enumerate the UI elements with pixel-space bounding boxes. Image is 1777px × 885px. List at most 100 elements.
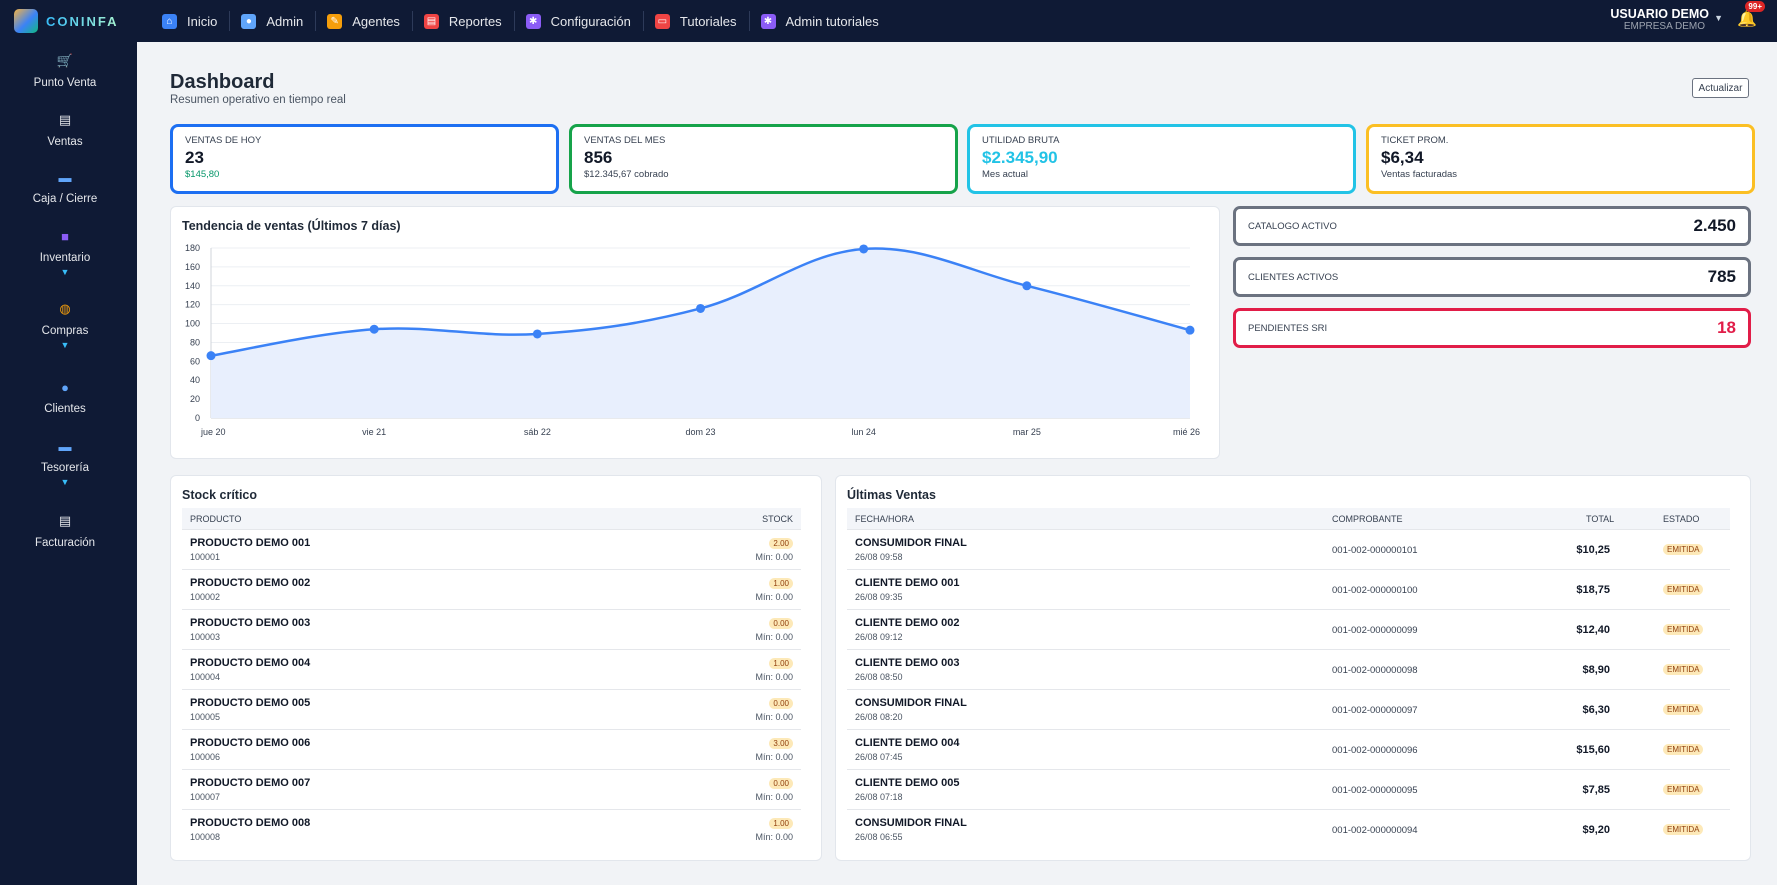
user-menu[interactable]: USUARIO DEMO EMPRESA DEMO ▼	[1610, 7, 1723, 32]
nav-label: Admin tutoriales	[785, 13, 879, 29]
kpi-label: TICKET PROM.	[1381, 135, 1449, 146]
data-point[interactable]	[859, 244, 869, 254]
product-name: PRODUCTO DEMO 004	[190, 657, 311, 669]
stock-title: Stock crítico	[182, 488, 258, 502]
sidebar-item-7[interactable]: ▤ Facturación	[0, 510, 130, 549]
y-tick-label: 60	[190, 356, 200, 366]
product-code: 100003	[190, 632, 221, 642]
data-point[interactable]	[369, 324, 379, 334]
kpi-card-2: UTILIDAD BRUTA $2.345,90 Mes actual	[967, 124, 1356, 194]
y-tick-label: 140	[185, 281, 200, 291]
table-row[interactable]: CONSUMIDOR FINAL 26/08 06:55 001-002-00000…	[847, 810, 1730, 850]
table-row[interactable]: CLIENTE DEMO 004 26/08 07:45 001-002-00000…	[847, 730, 1730, 770]
nav-item-1[interactable]: ● Admin	[229, 0, 315, 42]
table-row[interactable]: CLIENTE DEMO 003 26/08 08:50 001-002-00000…	[847, 650, 1730, 690]
product-name: PRODUCTO DEMO 005	[190, 697, 311, 709]
sidebar-item-6[interactable]: ▬ Tesorería ▼	[0, 435, 130, 488]
nav-label: Configuración	[550, 13, 631, 29]
table-row[interactable]: PRODUCTO DEMO 001 100001 2.00 Mín: 0.00	[182, 530, 801, 570]
table-row[interactable]: PRODUCTO DEMO 008 100008 1.00 Mín: 0.00	[182, 810, 801, 850]
status-badge: EMITIDA	[1663, 744, 1704, 755]
sidebar-item-0[interactable]: 🛒 Punto Venta	[0, 50, 130, 89]
product-code: 100004	[190, 672, 221, 682]
product-code: 100001	[190, 552, 221, 562]
x-tick-label: jue 20	[200, 427, 226, 437]
monitor-icon: ▭	[654, 13, 670, 29]
sale-total: $10,25	[1576, 544, 1610, 556]
table-row[interactable]: CLIENTE DEMO 005 26/08 07:18 001-002-00000…	[847, 770, 1730, 810]
data-point[interactable]	[696, 303, 705, 313]
stock-min: Mín: 0.00	[755, 712, 793, 722]
table-row[interactable]: PRODUCTO DEMO 005 100005 0.00 Mín: 0.00	[182, 690, 801, 730]
sidebar-item-4[interactable]: ◍ Compras ▼	[0, 298, 130, 350]
sidebar-item-2[interactable]: ▬ Caja / Cierre	[0, 166, 130, 206]
kpi-label: VENTAS DEL MES	[584, 135, 666, 146]
nav-item-0[interactable]: ⌂ Inicio	[150, 0, 229, 42]
kpi-value: 856	[584, 148, 613, 167]
sidebar-item-1[interactable]: ▤ Ventas	[0, 109, 130, 148]
sidebar-item-label: Tesorería	[41, 462, 89, 474]
sidebar-item-label: Caja / Cierre	[32, 193, 98, 205]
invoice-icon: ▤	[58, 513, 72, 528]
sales-title: Últimas Ventas	[847, 488, 936, 502]
stock-min: Mín: 0.00	[755, 592, 793, 602]
data-point[interactable]	[532, 329, 542, 339]
table-row[interactable]: CONSUMIDOR FINAL 26/08 08:20 001-002-00000…	[847, 690, 1730, 730]
stat-label: CATALOGO ACTIVO	[1248, 220, 1337, 232]
x-tick-label: vie 21	[362, 427, 386, 437]
kpi-value: $6,34	[1381, 148, 1424, 167]
table-row[interactable]: PRODUCTO DEMO 006 100006 3.00 Mín: 0.00	[182, 730, 801, 770]
sales-trend-card: Tendencia de ventas (Últimos 7 días) 0 20…	[170, 206, 1220, 459]
sidebar-item-label: Inventario	[39, 252, 91, 264]
voucher-number: 001-002-000000096	[1332, 745, 1418, 756]
sidebar-item-3[interactable]: ■ Inventario ▼	[0, 225, 130, 278]
sale-datetime: 26/08 06:55	[855, 832, 903, 842]
chart-title: Tendencia de ventas (Últimos 7 días)	[182, 219, 401, 233]
stat-value: 2.450	[1693, 216, 1736, 235]
sidebar-item-label: Clientes	[44, 403, 86, 415]
table-row[interactable]: PRODUCTO DEMO 002 100002 1.00 Mín: 0.00	[182, 570, 801, 610]
sale-total: $15,60	[1576, 744, 1610, 756]
status-badge: EMITIDA	[1663, 664, 1704, 675]
status-badge: EMITIDA	[1663, 544, 1704, 555]
data-point[interactable]	[1185, 325, 1195, 335]
table-row[interactable]: CLIENTE DEMO 002 26/08 09:12 001-002-00000…	[847, 610, 1730, 650]
sale-datetime: 26/08 07:18	[855, 792, 903, 802]
brand[interactable]: CONINFA	[0, 9, 150, 33]
stat-card-1: CLIENTES ACTIVOS 785	[1233, 257, 1751, 297]
data-point[interactable]	[206, 351, 216, 361]
stock-min: Mín: 0.00	[755, 792, 793, 802]
refresh-button[interactable]: Actualizar	[1692, 78, 1749, 98]
gear-icon: ✱	[525, 13, 541, 29]
table-row[interactable]: PRODUCTO DEMO 007 100007 0.00 Mín: 0.00	[182, 770, 801, 810]
sale-datetime: 26/08 09:35	[855, 592, 903, 602]
stat-value: 18	[1717, 318, 1736, 337]
sale-datetime: 26/08 09:12	[855, 632, 903, 642]
nav-item-5[interactable]: ▭ Tutoriales	[642, 0, 749, 42]
bell-icon[interactable]: 🔔	[1737, 11, 1757, 28]
nav-item-4[interactable]: ✱ Configuración	[513, 0, 643, 42]
nav-item-3[interactable]: ▤ Reportes	[411, 0, 514, 42]
sale-datetime: 26/08 07:45	[855, 752, 903, 762]
table-row[interactable]: PRODUCTO DEMO 004 100004 1.00 Mín: 0.00	[182, 650, 801, 690]
nav-item-6[interactable]: ✱ Admin tutoriales	[748, 0, 891, 42]
table-row[interactable]: CONSUMIDOR FINAL 26/08 09:58 001-002-00000…	[847, 530, 1730, 570]
kpi-label: UTILIDAD BRUTA	[982, 135, 1060, 146]
stock-badge: 0.00	[769, 778, 793, 789]
sidebar-item-5[interactable]: ● Clientes	[0, 376, 130, 416]
y-tick-label: 100	[185, 319, 200, 329]
table-row[interactable]: CLIENTE DEMO 001 26/08 09:35 001-002-00000…	[847, 570, 1730, 610]
nav-item-2[interactable]: ✎ Agentes	[315, 0, 412, 42]
stat-value: 785	[1707, 267, 1736, 286]
product-code: 100007	[190, 792, 221, 802]
x-tick-label: sáb 22	[524, 427, 551, 437]
data-point[interactable]	[1022, 281, 1032, 291]
sale-total: $18,75	[1576, 584, 1610, 596]
customer-name: CONSUMIDOR FINAL	[855, 537, 967, 549]
customer-name: CLIENTE DEMO 002	[855, 617, 960, 629]
col-stock: STOCK	[762, 514, 793, 524]
treasury-icon: ▬	[58, 438, 72, 454]
sale-total: $9,20	[1582, 824, 1610, 836]
table-row[interactable]: PRODUCTO DEMO 003 100003 0.00 Mín: 0.00	[182, 610, 801, 650]
status-badge: EMITIDA	[1663, 704, 1704, 715]
